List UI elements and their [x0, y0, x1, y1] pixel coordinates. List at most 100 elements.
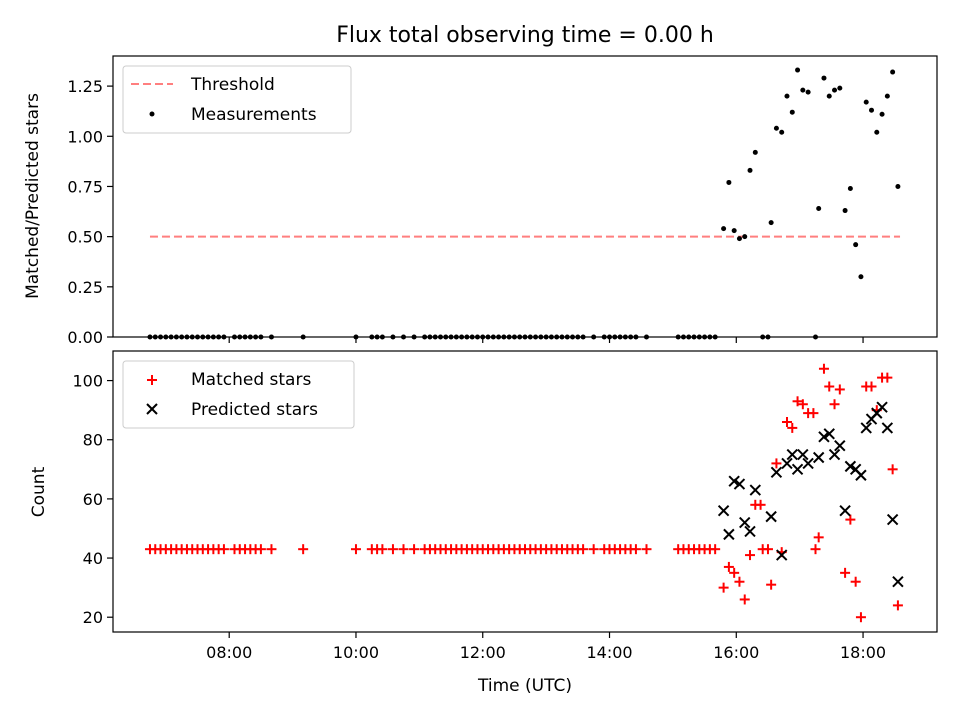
matched-star-point	[762, 544, 773, 555]
predicted-star-point	[749, 484, 762, 496]
x-tick-label: 18:00	[840, 643, 886, 662]
predicted-star-point	[886, 513, 899, 526]
count-points	[144, 363, 904, 623]
measurement-point	[895, 183, 901, 189]
x-axis-label: Time (UTC)	[477, 676, 572, 696]
matched-star-point	[387, 544, 398, 555]
matched-star-point	[766, 579, 777, 590]
matched-star-point	[377, 544, 388, 555]
top-y-axis-label: Matched/Predicted stars	[23, 93, 43, 299]
predicted-star-point	[781, 457, 793, 470]
matched-star-point	[855, 612, 866, 623]
measurement-point	[890, 69, 896, 75]
measurement-point	[821, 75, 827, 81]
measurement-point	[726, 179, 732, 185]
measurement-point	[863, 99, 869, 105]
measurement-point	[816, 206, 822, 212]
matched-star-point	[792, 396, 803, 407]
bottom-y-tick-label: 100	[72, 372, 103, 391]
bottom-y-tick-label: 40	[83, 549, 103, 568]
predicted-star-point	[881, 422, 894, 434]
measurement-point	[853, 242, 859, 248]
measurement-point	[736, 236, 742, 242]
predicted-star-point	[834, 439, 846, 452]
predicted-star-point	[776, 549, 788, 561]
bottom-x-axis: 08:00 10:00 12:00 14:00 16:00 18:00	[206, 632, 886, 662]
bottom-legend: Matched stars Predicted stars	[122, 360, 355, 429]
predicted-star-point	[818, 431, 830, 443]
top-y-tick-label: 1.00	[67, 127, 103, 146]
measurement-point	[784, 93, 790, 99]
top-legend: Threshold Measurements	[122, 65, 352, 134]
legend-threshold-label: Threshold	[190, 75, 275, 95]
measurement-point	[847, 185, 853, 191]
measurement-point	[752, 149, 758, 155]
top-axes-frame	[112, 55, 938, 338]
top-legend-box	[122, 65, 352, 134]
measurement-point	[832, 87, 838, 93]
measurement-point	[789, 109, 795, 115]
x-tick-label: 14:00	[586, 643, 632, 662]
measurement-point	[742, 234, 748, 240]
predicted-star-point	[844, 460, 857, 473]
matched-star-point	[797, 399, 808, 410]
predicted-star-point	[733, 478, 746, 490]
matched-star-point	[350, 544, 361, 555]
matched-star-point	[745, 550, 756, 561]
measurement-point	[879, 111, 885, 117]
top-y-axis: 0.00 0.25 0.50 0.75 1.00 1.25	[67, 77, 113, 347]
measurement-point	[858, 274, 864, 280]
predicted-star-point	[892, 576, 904, 588]
measurement-point	[773, 125, 779, 131]
matched-star-point	[850, 576, 861, 587]
matched-star-point	[808, 408, 819, 419]
matched-star-point	[845, 514, 856, 525]
x-tick-label: 16:00	[713, 643, 759, 662]
predicted-star-point	[823, 428, 835, 440]
measurement-point	[826, 93, 832, 99]
top-y-tick-label: 0.50	[67, 228, 103, 247]
top-x-ticks	[228, 337, 864, 343]
matched-star-point	[409, 544, 420, 555]
bottom-y-tick-label: 60	[83, 490, 103, 509]
legend-matched-swatch	[147, 375, 157, 385]
measurement-point	[837, 85, 843, 91]
measurement-point	[768, 220, 774, 226]
predicted-star-point	[791, 463, 804, 476]
bottom-axes-frame	[112, 350, 938, 633]
matched-star-point	[818, 363, 829, 374]
measurement-point	[874, 129, 880, 135]
matched-star-point	[734, 576, 745, 587]
predicted-star-point	[770, 466, 783, 478]
top-panel: Flux total observing time = 0.00 h 0.000…	[23, 23, 938, 347]
measurement-point	[842, 208, 848, 214]
measurement-point	[884, 93, 890, 99]
matched-star-point	[578, 544, 589, 555]
legend-matched-label: Matched stars	[191, 370, 311, 390]
predicted-star-point	[828, 448, 841, 461]
bottom-y-tick-label: 20	[83, 608, 103, 627]
chart-title: Flux total observing time = 0.00 h	[336, 23, 714, 48]
matched-star-point	[810, 544, 821, 555]
matched-star-point	[641, 544, 652, 555]
legend-measurements-label: Measurements	[191, 105, 317, 125]
matched-star-point	[723, 561, 734, 572]
matched-star-point	[266, 544, 277, 555]
matched-star-point	[718, 582, 729, 593]
matched-star-point	[298, 544, 309, 555]
matched-star-point	[218, 544, 229, 555]
matched-star-point	[834, 384, 845, 395]
legend-measurements-swatch	[149, 111, 155, 117]
bottom-y-axis-label: Count	[29, 466, 49, 517]
matched-star-point	[630, 544, 641, 555]
matched-star-point	[398, 544, 409, 555]
matched-star-point	[710, 544, 721, 555]
matched-star-point	[866, 381, 877, 392]
matched-star-point	[829, 399, 840, 410]
matched-star-point	[840, 567, 851, 578]
measurement-point	[805, 89, 811, 95]
legend-predicted-swatch	[146, 403, 158, 415]
x-tick-label: 12:00	[460, 643, 506, 662]
predicted-star-point	[812, 451, 825, 464]
